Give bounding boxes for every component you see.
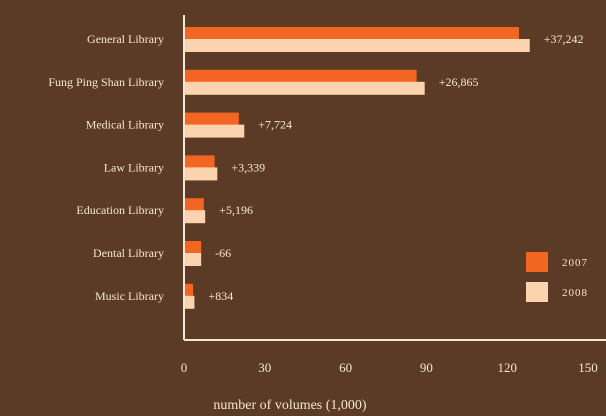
bar-2008-dental-library xyxy=(185,253,202,266)
change-labels: +37,242 +26,865 +7,724 +3,339 +5,196 -66 +834 xyxy=(208,32,583,303)
bar-2008-music-library xyxy=(185,295,195,309)
bars-layer xyxy=(185,27,530,309)
bar-2007-music-library xyxy=(185,283,194,297)
category-label-general-library: General Library xyxy=(87,32,164,46)
bar-2008-general-library xyxy=(185,39,530,52)
x-tick-label-30: 30 xyxy=(258,360,271,375)
bar-2007-education-library xyxy=(185,198,204,212)
x-tick-label-150: 150 xyxy=(578,360,598,375)
legend-swatch-2007 xyxy=(526,252,548,272)
x-axis-title: number of volumes (1,000) xyxy=(213,398,367,413)
bar-2008-education-library xyxy=(185,210,206,224)
legend-label-2008: 2008 xyxy=(562,287,588,299)
category-label-fung-ping-shan-library: Fung Ping Shan Library xyxy=(48,75,164,89)
category-label-music-library: Music Library xyxy=(95,289,164,303)
change-label-medical-library: +7,724 xyxy=(258,118,292,132)
category-label-education-library: Education Library xyxy=(76,203,164,217)
legend: 2007 2008 xyxy=(526,252,588,302)
bar-2007-medical-library xyxy=(185,112,239,126)
change-label-fung-ping-shan-library: +26,865 xyxy=(439,75,479,89)
x-tick-label-120: 120 xyxy=(497,360,517,375)
legend-swatch-2008 xyxy=(526,282,548,302)
category-labels: General Library Fung Ping Shan Library Med… xyxy=(48,32,164,303)
x-tick-label-90: 90 xyxy=(420,360,433,375)
legend-label-2007: 2007 xyxy=(562,257,588,269)
bar-2007-dental-library xyxy=(185,241,202,254)
x-tick-labels: 0 30 60 90 120 150 xyxy=(181,360,598,375)
bar-2007-fung-ping-shan-library xyxy=(185,69,417,83)
category-label-dental-library: Dental Library xyxy=(93,246,164,260)
change-label-education-library: +5,196 xyxy=(219,203,253,217)
bar-2008-law-library xyxy=(185,167,218,181)
change-label-law-library: +3,339 xyxy=(231,160,265,174)
x-tick-label-60: 60 xyxy=(339,360,352,375)
bar-2007-general-library xyxy=(185,27,519,40)
category-label-medical-library: Medical Library xyxy=(86,118,164,132)
change-label-music-library: +834 xyxy=(208,289,233,303)
bar-2008-medical-library xyxy=(185,124,245,138)
category-label-law-library: Law Library xyxy=(104,160,164,174)
bar-2007-law-library xyxy=(185,155,215,169)
x-tick-label-0: 0 xyxy=(181,360,188,375)
change-label-dental-library: -66 xyxy=(215,246,231,260)
bar-2008-fung-ping-shan-library xyxy=(185,81,425,95)
change-label-general-library: +37,242 xyxy=(544,32,584,46)
